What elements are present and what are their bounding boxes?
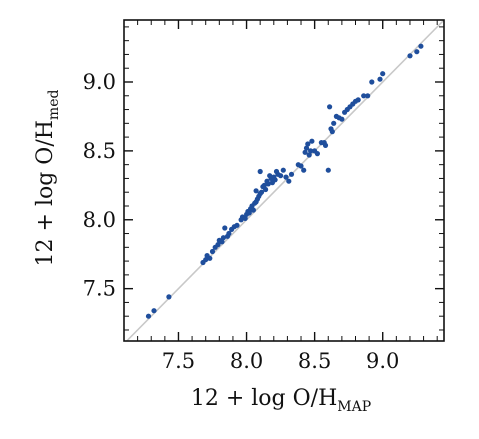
data-point [339, 116, 345, 122]
y-tick-label: 8.5 [83, 139, 116, 163]
data-point [355, 97, 361, 103]
data-point [242, 215, 248, 221]
x-tick-label: 8.0 [230, 349, 263, 373]
data-point [226, 230, 232, 237]
data-point [325, 167, 331, 173]
data-point [369, 79, 375, 85]
data-point [298, 163, 304, 169]
data-point [263, 186, 269, 193]
data-point [220, 235, 226, 241]
data-point [246, 210, 252, 216]
data-point [258, 189, 265, 195]
data-point [327, 104, 333, 110]
data-point [302, 149, 308, 155]
plot-frame [123, 19, 445, 342]
data-point [215, 242, 221, 248]
data-point [301, 167, 307, 173]
x-tick-label: 9.0 [366, 349, 399, 373]
y-tick-label: 9.0 [83, 70, 116, 94]
y-axis-ticks: 7.5 8.0 8.5 9.0 [83, 26, 444, 331]
data-point [272, 177, 278, 183]
data-point [418, 43, 424, 49]
data-point [308, 148, 314, 154]
y-tick-label: 7.5 [83, 277, 116, 301]
data-point [331, 120, 337, 126]
one-to-one-reference-line [126, 19, 445, 342]
data-point [329, 129, 335, 135]
data-point [234, 222, 240, 228]
data-point [280, 167, 286, 173]
data-point [309, 138, 315, 144]
data-point [380, 71, 386, 77]
x-tick-label: 7.5 [162, 349, 195, 373]
x-axis-ticks: 7.5 8.0 8.5 9.0 [123, 20, 438, 373]
data-point [314, 151, 320, 157]
data-point [407, 53, 413, 59]
data-point [203, 257, 209, 263]
data-point [250, 207, 256, 213]
data-point [283, 174, 289, 180]
data-point [365, 93, 371, 99]
data-point [305, 141, 311, 147]
data-point [209, 248, 216, 255]
data-point [261, 182, 267, 188]
data-point [278, 173, 284, 179]
data-point [322, 142, 329, 148]
data-point [257, 168, 263, 175]
data-points [145, 43, 424, 319]
data-point [286, 178, 292, 184]
data-point [253, 188, 259, 194]
x-tick-label: 8.5 [298, 349, 331, 373]
data-point [166, 294, 172, 300]
y-axis-label: 12 + log O/Hmed [33, 90, 62, 267]
data-point [288, 171, 295, 177]
data-point [306, 152, 312, 158]
data-point [207, 255, 213, 261]
x-axis-label: 12 + log O/HMAP [191, 386, 371, 415]
data-point [151, 308, 157, 314]
data-point [377, 76, 383, 82]
y-tick-label: 8.0 [83, 208, 116, 232]
data-point [265, 181, 271, 187]
data-point [303, 145, 310, 151]
data-point [145, 313, 152, 319]
data-point [222, 225, 228, 231]
data-point [414, 49, 420, 55]
plot-area: 7.5 8.0 8.5 9.0 7.5 8.0 8.5 9.0 [83, 19, 445, 373]
data-point [219, 239, 225, 245]
data-point [361, 93, 367, 99]
